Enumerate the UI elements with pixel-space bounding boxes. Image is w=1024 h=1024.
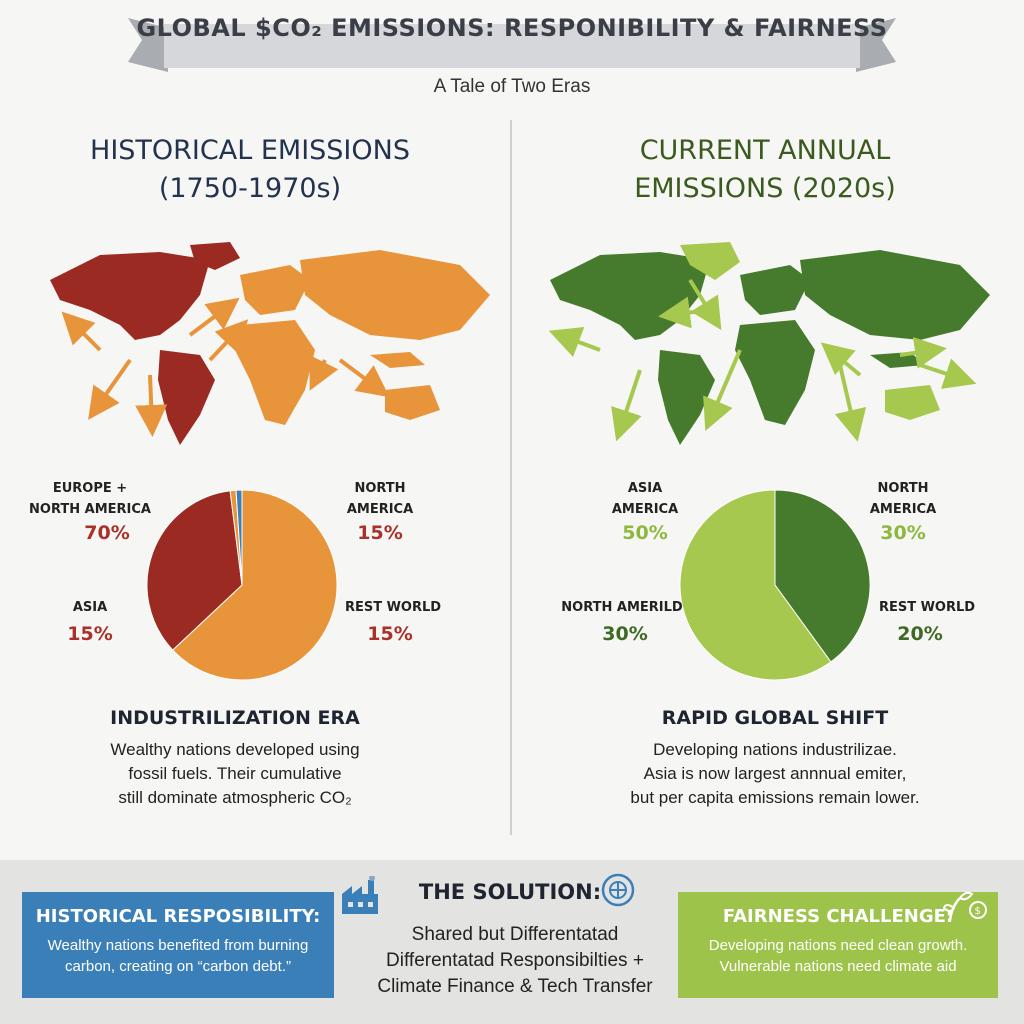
factory-icon xyxy=(342,876,378,914)
asia-shape xyxy=(800,250,990,340)
current-title: CURRENT ANNUAL EMISSIONS (2020s) xyxy=(555,132,975,208)
current-title-line2: EMISSIONS (2020s) xyxy=(634,173,896,204)
current-title-line1: CURRENT ANNUAL xyxy=(639,135,891,166)
fairness-challenge-title: FAIRNESS CHALLENGE: xyxy=(722,906,954,927)
historical-responsibility-text: Wealthy nations benefited from burning c… xyxy=(47,937,309,975)
curr-label-asia: ASIA AMERICA xyxy=(611,481,679,517)
north-america-shape xyxy=(550,252,710,340)
europe-shape xyxy=(240,265,310,315)
current-era-title: RAPID GLOBAL SHIFT xyxy=(661,707,889,729)
fairness-challenge-box: FAIRNESS CHALLENGE: Developing nations n… xyxy=(678,892,998,998)
historical-era-title: INDUSTRILIZATION ERA xyxy=(110,707,360,729)
historical-title-line1: HISTORICAL EMISSIONS xyxy=(90,135,410,166)
europe-shape xyxy=(740,265,810,315)
pie-slice xyxy=(172,489,338,681)
hist-label-asia: ASIA xyxy=(72,600,108,615)
center-divider xyxy=(510,120,512,835)
indonesia-shape xyxy=(870,352,925,368)
globe-refresh-icon xyxy=(601,873,635,907)
page-title: GLOBAL $CO₂ EMISSIONS: RESPONIBILITY & F… xyxy=(136,14,888,42)
solution-title: THE SOLUTION: xyxy=(418,880,602,904)
historical-era-text: Wealthy nations developed using fossil f… xyxy=(110,740,360,807)
hist-label-north-america: NORTH AMERICA xyxy=(346,481,414,517)
pie-slice xyxy=(774,489,871,663)
south-america-shape xyxy=(658,350,715,445)
hist-value-europe-na: 70% xyxy=(84,522,130,544)
greenland-shape xyxy=(680,242,740,280)
curr-value-asia: 50% xyxy=(622,522,668,544)
historical-responsibility-box: HISTORICAL RESPOSIBILITY: Wealthy nation… xyxy=(22,892,334,998)
solution-text: Shared but Differentatad Differentatad R… xyxy=(377,924,653,997)
historical-title-line2: (1750-1970s) xyxy=(158,173,342,204)
africa-shape xyxy=(735,320,815,425)
south-america-shape xyxy=(158,350,215,445)
historical-responsibility-title: HISTORICAL RESPOSIBILITY: xyxy=(35,906,321,927)
current-world-map xyxy=(548,242,990,445)
curr-label-north-america: NORTH AMERICA xyxy=(869,481,937,517)
title-banner xyxy=(128,18,896,72)
hist-value-asia: 15% xyxy=(67,623,113,645)
indonesia-shape xyxy=(370,352,425,368)
hist-value-rest-world: 15% xyxy=(367,623,413,645)
historical-world-map xyxy=(50,242,490,445)
hist-label-rest-world: REST WORLD xyxy=(344,600,442,615)
curr-value-north-amerild: 30% xyxy=(602,623,648,645)
fairness-challenge-text: Developing nations need clean growth. Vu… xyxy=(708,937,968,975)
australia-shape xyxy=(385,385,440,420)
hist-value-north-america: 15% xyxy=(357,522,403,544)
australia-shape xyxy=(885,385,940,420)
curr-value-rest-world: 20% xyxy=(897,623,943,645)
curr-label-rest-world: REST WORLD xyxy=(878,600,976,615)
historical-pie-chart xyxy=(146,489,338,681)
current-pie-chart xyxy=(679,489,871,681)
pie-slice xyxy=(235,489,243,586)
africa-shape xyxy=(235,320,315,425)
curr-value-north-america: 30% xyxy=(880,522,926,544)
hist-label-europe-na: EUROPE + NORTH AMERICA xyxy=(29,481,151,517)
curr-label-north-amerild: NORTH AMERILD xyxy=(561,600,683,615)
pie-slice xyxy=(146,490,243,651)
asia-shape xyxy=(300,250,490,340)
page-subtitle: A Tale of Two Eras xyxy=(433,76,591,97)
svg-text:$: $ xyxy=(975,906,981,917)
pie-slice xyxy=(679,489,832,681)
historical-title: HISTORICAL EMISSIONS (1750-1970s) xyxy=(40,132,460,208)
north-america-shape xyxy=(50,252,210,340)
current-era-text: Developing nations industrilizae. Asia i… xyxy=(630,740,920,807)
plant-coin-icon: $ xyxy=(942,891,987,921)
greenland-shape xyxy=(190,242,240,270)
